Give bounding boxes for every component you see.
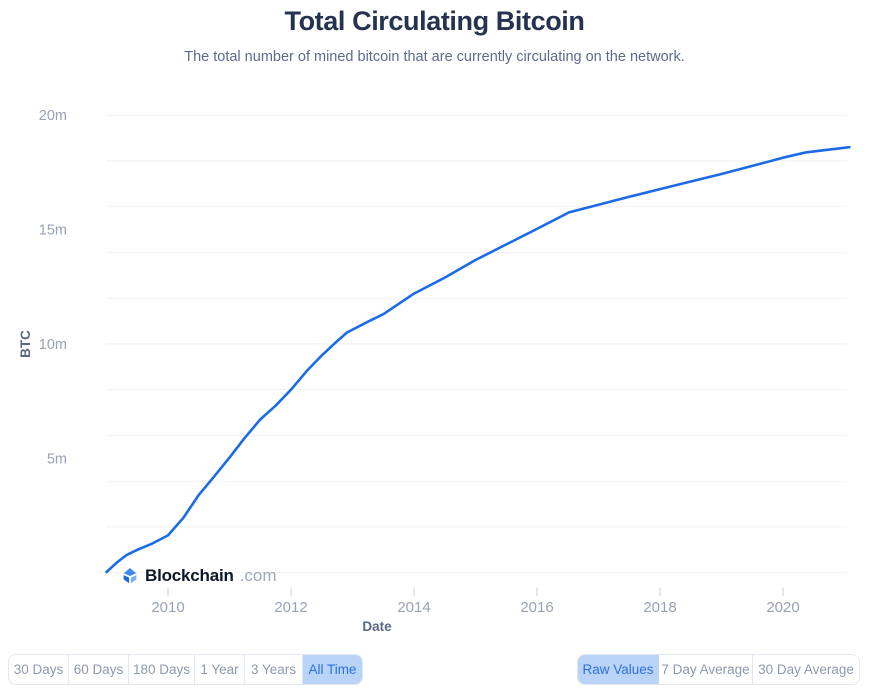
total-circulating-bitcoin-chart[interactable]: 5m 10m 15m 20m 2010 2012 2014 2016 2018 2020 Date B… [0,100,869,645]
mode-button-30-day-average[interactable]: 30 Day Average [753,655,859,684]
x-tick-label-2012: 2012 [274,599,307,616]
blockchain-cube-icon [121,567,139,585]
range-button-all-time[interactable]: All Time [303,655,362,684]
page-title: Total Circulating Bitcoin [284,6,585,36]
range-button-30-days[interactable]: 30 Days [9,655,69,684]
page-subtitle: The total number of mined bitcoin that a… [184,49,685,65]
blockchain-watermark: Blockchain .com [121,566,277,586]
mode-button-7-day-average[interactable]: 7 Day Average [659,655,753,684]
x-tick-label-2018: 2018 [643,599,676,616]
y-axis-title: BTC [18,330,33,358]
watermark-brand-text: Blockchain [145,566,234,585]
y-tick-label-15m: 15m [39,223,67,239]
y-tick-label-10m: 10m [39,337,67,353]
range-button-1-year[interactable]: 1 Year [195,655,245,684]
circulating-btc-line[interactable] [105,145,851,574]
watermark-suffix-text: .com [239,566,277,585]
x-tick-label-2014: 2014 [397,599,430,616]
time-range-button-group: 30 Days 60 Days 180 Days 1 Year 3 Years All T… [8,654,363,685]
range-button-3-years[interactable]: 3 Years [245,655,303,684]
x-tick-label-2016: 2016 [520,599,553,616]
x-tick-label-2020: 2020 [766,599,799,616]
y-tick-label-20m: 20m [39,108,67,124]
value-mode-button-group: Raw Values 7 Day Average 30 Day Average [577,654,860,685]
x-axis-title: Date [362,619,392,634]
mode-button-raw-values[interactable]: Raw Values [578,655,659,684]
x-tick-label-2010: 2010 [151,599,184,616]
y-tick-label-5m: 5m [47,451,67,467]
range-button-60-days[interactable]: 60 Days [69,655,129,684]
range-button-180-days[interactable]: 180 Days [129,655,195,684]
